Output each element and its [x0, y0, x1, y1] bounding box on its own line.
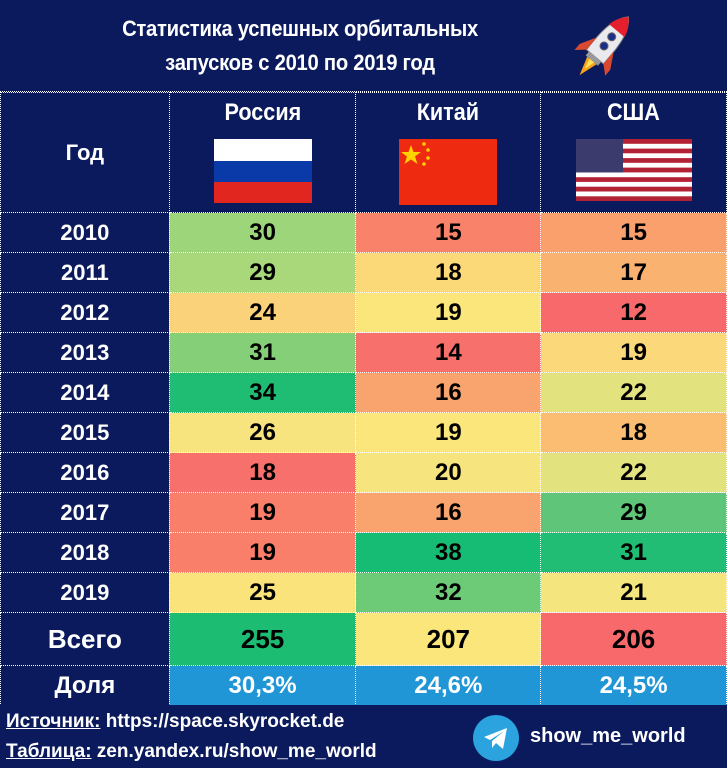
table-row: 2017 19 16 29	[0, 492, 727, 533]
table-row: 2010 30 15 15	[0, 212, 727, 253]
total-label: Всего	[0, 612, 170, 666]
value-cell: 17	[540, 252, 727, 293]
footer: Источник: https://space.skyrocket.de Таб…	[0, 705, 727, 768]
value-cell: 18	[355, 252, 542, 293]
table-label: Таблица:	[6, 741, 92, 762]
value-cell: 19	[168, 492, 357, 533]
value-cell: 19	[355, 292, 542, 333]
value-cell: 19	[540, 332, 727, 373]
value-cell: 16	[355, 372, 542, 413]
year-cell: 2017	[0, 492, 170, 533]
value-cell: 21	[540, 572, 727, 613]
value-cell: 38	[355, 532, 542, 573]
share-cell: 24,5%	[540, 665, 727, 706]
year-cell: 2015	[0, 412, 170, 453]
share-cell: 30,3%	[168, 665, 357, 706]
title-line-2: запусков с 2010 по 2019 год	[165, 50, 435, 75]
value-cell: 25	[168, 572, 357, 613]
table-row: 2018 19 38 31	[0, 532, 727, 573]
value-cell: 14	[355, 332, 542, 373]
value-cell: 20	[355, 452, 542, 493]
year-cell: 2018	[0, 532, 170, 573]
country-name: Россия	[224, 99, 301, 126]
header-row: Год Россия Китай США	[0, 92, 727, 213]
value-cell: 19	[355, 412, 542, 453]
year-cell: 2016	[0, 452, 170, 493]
usa-flag-icon	[575, 139, 692, 201]
table-row: 2013 31 14 19	[0, 332, 727, 373]
source-label: Источник:	[6, 711, 101, 732]
table-credit-line: Таблица: zen.yandex.ru/show_me_world	[6, 741, 377, 763]
value-cell: 15	[355, 212, 542, 253]
table-row: 2015 26 19 18	[0, 412, 727, 453]
total-row: Всего 255 207 206	[0, 612, 727, 666]
share-cell: 24,6%	[355, 665, 542, 706]
value-cell: 22	[540, 372, 727, 413]
total-cell: 206	[540, 612, 727, 666]
source-line: Источник: https://space.skyrocket.de	[6, 711, 344, 733]
column-header-usa: США	[540, 92, 727, 213]
source-link[interactable]: https://space.skyrocket.de	[100, 711, 345, 732]
year-cell: 2013	[0, 332, 170, 373]
launch-stats-table: Год Россия Китай США	[0, 92, 727, 706]
table-row: 2014 34 16 22	[0, 372, 727, 413]
value-cell: 32	[355, 572, 542, 613]
value-cell: 18	[540, 412, 727, 453]
value-cell: 18	[168, 452, 357, 493]
paper-plane-icon	[484, 728, 507, 749]
value-cell: 26	[168, 412, 357, 453]
china-flag-icon	[399, 139, 498, 205]
value-cell: 22	[540, 452, 727, 493]
year-cell: 2014	[0, 372, 170, 413]
table-row: 2012 24 19 12	[0, 292, 727, 333]
column-header-china: Китай	[355, 92, 542, 213]
value-cell: 16	[355, 492, 542, 533]
value-cell: 24	[168, 292, 357, 333]
value-cell: 31	[540, 532, 727, 573]
value-cell: 29	[168, 252, 357, 293]
table-row: 2019 25 32 21	[0, 572, 727, 613]
page-title: Статистика успешных орбитальных запусков…	[42, 12, 557, 80]
year-cell: 2019	[0, 572, 170, 613]
country-name: Китай	[417, 99, 480, 126]
telegram-icon[interactable]	[473, 715, 519, 761]
russia-flag-icon	[213, 139, 312, 203]
share-label: Доля	[0, 665, 170, 706]
year-cell: 2012	[0, 292, 170, 333]
value-cell: 29	[540, 492, 727, 533]
value-cell: 34	[168, 372, 357, 413]
value-cell: 12	[540, 292, 727, 333]
column-header-russia: Россия	[168, 92, 357, 213]
table-row: 2011 29 18 17	[0, 252, 727, 293]
year-cell: 2011	[0, 252, 170, 293]
rocket-icon	[574, 16, 629, 76]
total-cell: 255	[168, 612, 357, 666]
title-banner: Статистика успешных орбитальных запусков…	[0, 0, 727, 92]
table-link[interactable]: zen.yandex.ru/show_me_world	[91, 741, 377, 762]
value-cell: 15	[540, 212, 727, 253]
year-cell: 2010	[0, 212, 170, 253]
telegram-channel-name[interactable]: show_me_world	[530, 725, 686, 747]
value-cell: 19	[168, 532, 357, 573]
title-line-1: Статистика успешных орбитальных	[122, 16, 478, 41]
value-cell: 30	[168, 212, 357, 253]
country-name: США	[607, 99, 661, 126]
table-row: 2016 18 20 22	[0, 452, 727, 493]
value-cell: 31	[168, 332, 357, 373]
total-cell: 207	[355, 612, 542, 666]
share-row: Доля 30,3% 24,6% 24,5%	[0, 665, 727, 706]
year-column-header: Год	[0, 92, 170, 213]
